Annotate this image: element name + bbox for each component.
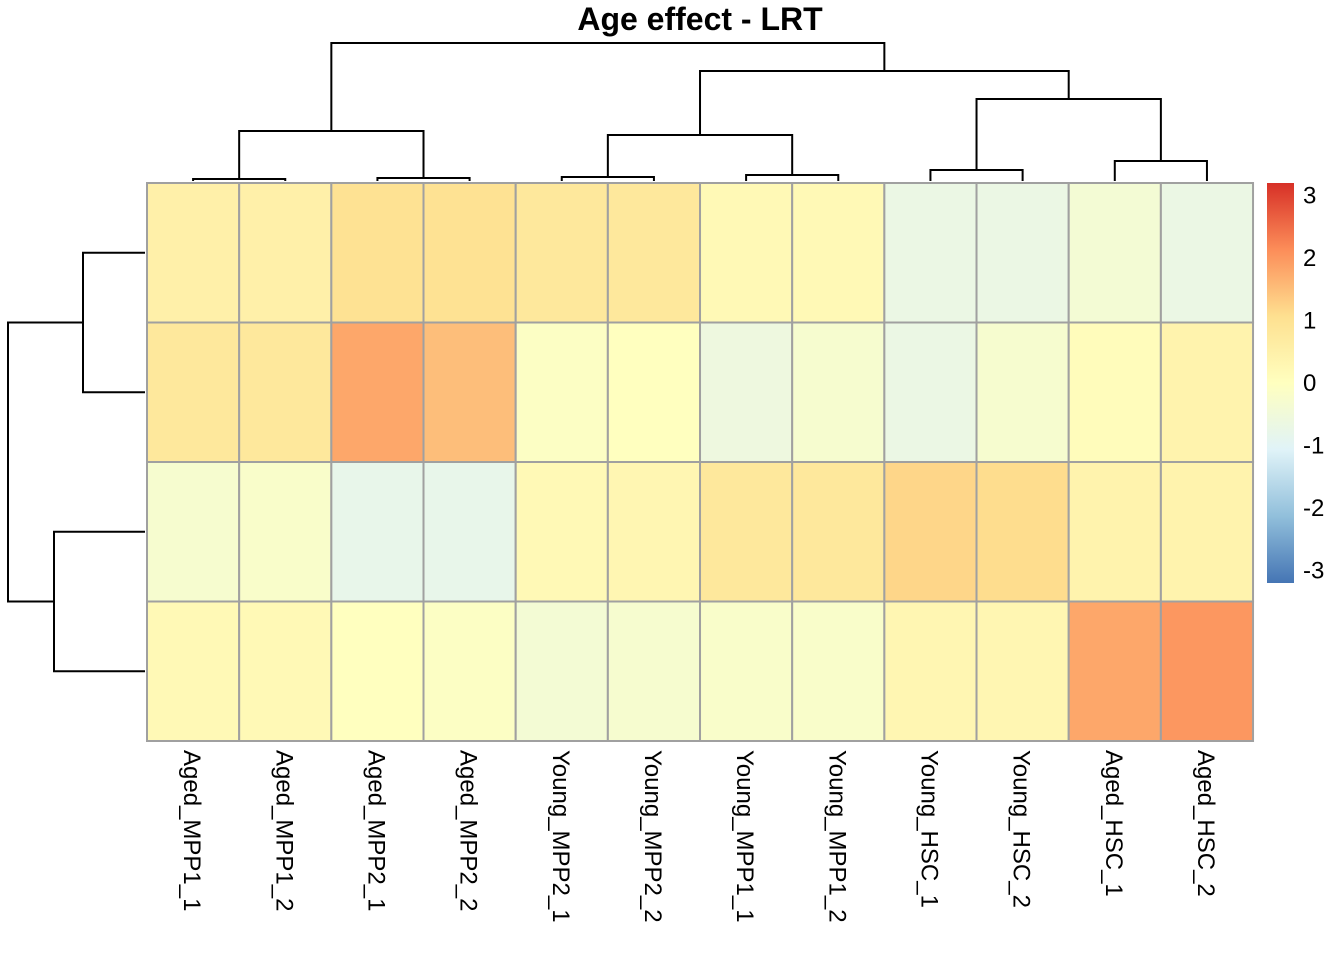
- heatmap-cell: [699, 461, 794, 603]
- row-dendrogram: [7, 251, 145, 673]
- heatmap-cell: [606, 600, 702, 742]
- heatmap-cells: [146, 182, 1255, 742]
- dendrogram-branch: [560, 176, 655, 181]
- column-label: Aged_HSC_2: [1192, 750, 1219, 897]
- heatmap-cell: [146, 461, 241, 603]
- column-label: Young_MPP1_1: [731, 750, 758, 923]
- column-labels: Aged_MPP1_1 Aged_MPP1_2 Aged_MPP2_1 Aged_MP…: [178, 750, 1219, 923]
- column-label: Young_MPP1_2: [823, 750, 850, 923]
- dendrogram-branch: [975, 98, 1162, 170]
- column-label: Aged_MPP1_1: [178, 750, 205, 911]
- dendrogram-branch: [699, 70, 1070, 135]
- dendrogram-branch: [606, 134, 794, 177]
- legend-tick-label: -1: [1303, 433, 1324, 460]
- legend-tick-label: 3: [1303, 183, 1316, 210]
- heatmap-cell: [238, 600, 333, 742]
- dendrogram-branch: [330, 42, 886, 131]
- dendrogram-branch: [82, 251, 145, 394]
- dendrogram-branch: [53, 530, 145, 673]
- heatmap-cell: [791, 321, 886, 463]
- column-label: Young_MPP2_1: [547, 750, 574, 923]
- dendrogram-branch: [376, 177, 471, 181]
- heatmap-cell: [514, 182, 609, 324]
- color-legend: 3 2 1 0 -1 -2 -3: [1267, 183, 1324, 585]
- dendrogram-branch: [7, 321, 83, 603]
- legend-tick-label: 2: [1303, 245, 1316, 272]
- heatmap-cell: [606, 182, 702, 324]
- heatmap-cell: [514, 600, 609, 742]
- heatmap-cell: [699, 182, 794, 324]
- column-label: Aged_MPP2_1: [362, 750, 389, 911]
- heatmap-cell: [606, 461, 702, 603]
- dendrogram-branch: [192, 178, 287, 181]
- dendrogram-branch: [238, 130, 425, 179]
- heatmap-cell: [514, 321, 609, 463]
- heatmap-cell: [883, 600, 978, 742]
- column-dendrogram: [192, 42, 1208, 181]
- dendrogram-branch: [1113, 160, 1208, 181]
- dendrogram-branch: [745, 174, 840, 181]
- heatmap-cell: [1067, 182, 1162, 324]
- heatmap-cell: [146, 321, 241, 463]
- heatmap-cell: [1159, 600, 1255, 742]
- column-label: Young_MPP2_2: [639, 750, 666, 923]
- heatmap-cell: [975, 321, 1070, 463]
- heatmap-cell: [514, 461, 609, 603]
- heatmap-cell: [422, 321, 517, 463]
- heatmap-cell: [791, 600, 886, 742]
- heatmap-cell: [238, 182, 333, 324]
- heatmap-cell: [606, 321, 702, 463]
- heatmap-cell: [330, 321, 425, 463]
- heatmap-cell: [146, 600, 241, 742]
- heatmap-cell: [791, 182, 886, 324]
- legend-color-bar: [1267, 183, 1294, 583]
- legend-tick-label: -3: [1303, 558, 1324, 585]
- heatmap-cell: [1159, 321, 1255, 463]
- dendrogram-branch: [929, 169, 1024, 181]
- column-label: Aged_MPP1_2: [270, 750, 297, 911]
- heatmap-cell: [422, 182, 517, 324]
- heatmap-cell: [146, 182, 241, 324]
- column-label: Aged_HSC_1: [1100, 750, 1127, 897]
- heatmap-cell: [975, 461, 1070, 603]
- heatmap-cell: [975, 182, 1070, 324]
- column-label: Young_HSC_2: [1008, 750, 1035, 908]
- heatmap-cell: [422, 600, 517, 742]
- heatmap-cell: [1067, 321, 1162, 463]
- column-label: Aged_MPP2_2: [455, 750, 482, 911]
- heatmap-cell: [883, 182, 978, 324]
- heatmap-cell: [699, 321, 794, 463]
- heatmap-cell: [791, 461, 886, 603]
- legend-tick-label: 0: [1303, 370, 1316, 397]
- heatmap-cell: [1067, 600, 1162, 742]
- heatmap-cell: [330, 600, 425, 742]
- heatmap-cell: [330, 182, 425, 324]
- legend-tick-label: 1: [1303, 308, 1316, 335]
- heatmap-cell: [238, 321, 333, 463]
- heatmap-cell: [883, 461, 978, 603]
- heatmap-cell: [1159, 461, 1255, 603]
- heatmap-cell: [238, 461, 333, 603]
- heatmap-cell: [330, 461, 425, 603]
- chart-title: Age effect - LRT: [577, 1, 823, 37]
- heatmap-cell: [1067, 461, 1162, 603]
- heatmap-cell: [975, 600, 1070, 742]
- column-label: Young_HSC_1: [915, 750, 942, 908]
- heatmap-cell: [699, 600, 794, 742]
- heatmap-cell: [883, 321, 978, 463]
- heatmap-cell: [1159, 182, 1255, 324]
- heatmap-cell: [422, 461, 517, 603]
- legend-tick-label: -2: [1303, 495, 1324, 522]
